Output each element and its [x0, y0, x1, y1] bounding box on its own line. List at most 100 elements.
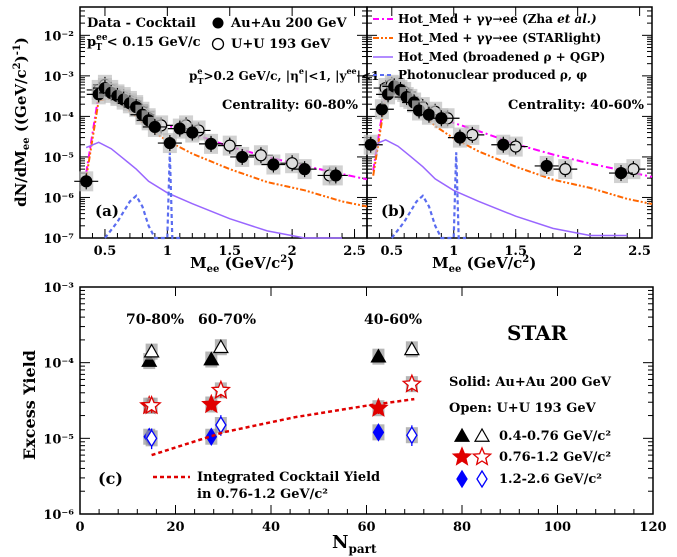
panel-a-x-tick-label: 1 [163, 244, 172, 259]
data-point-auau [186, 126, 199, 139]
panel-c-x-tick-label: 120 [639, 520, 666, 535]
legend-label-starlight: Hot_Med + γγ→ee (STARlight) [398, 31, 601, 46]
panel-a-header: Data - Cocktail [87, 16, 196, 31]
panel-a-centrality: Centrality: 60-80% [222, 98, 359, 113]
data-point-auau [453, 131, 467, 144]
panel-c-points [139, 339, 423, 457]
diamond-marker-filled [372, 423, 385, 442]
panel-a-pt-cut: pee T < 0.15 GeV/c [87, 33, 201, 53]
curve-photonuclear [104, 152, 180, 240]
panel-a-x-tick-label: 0.5 [94, 244, 117, 259]
data-point-auau [298, 163, 311, 176]
legend-marker-uu [211, 37, 225, 51]
panel-b-x-tick-label: 2.5 [628, 244, 651, 259]
panel-a-x-tick-label: 1.5 [218, 244, 241, 259]
star-marker-open [471, 446, 493, 466]
data-point-auau [329, 169, 342, 182]
panel-c-label: (c) [98, 469, 123, 488]
panel-a-label: (a) [95, 202, 119, 220]
data-point-auau [163, 136, 176, 150]
panel-b-label: (b) [381, 202, 406, 220]
panel-a-points [74, 74, 348, 192]
panel-b-points [358, 74, 646, 184]
curve-photonuclear [390, 152, 467, 240]
data-point-uu [559, 163, 572, 176]
panel-a-y-tick-label: 10⁻³ [43, 70, 74, 85]
panel-c-x-tick-label: 80 [453, 520, 471, 535]
data-point-uu [254, 149, 268, 162]
legend-label-mass-bin: 0.76-1.2 GeV/c² [499, 450, 611, 465]
panel-c-y-tick-label: 10⁻⁴ [43, 357, 74, 372]
triangle-marker-open [403, 341, 420, 356]
centrality-label-70-80: 70-80% [126, 312, 184, 328]
panel-c-ylabel: Excess Yield [20, 350, 39, 460]
star-marker-filled [451, 446, 473, 466]
star-marker-open [141, 394, 162, 415]
curve-hotmed [372, 138, 628, 237]
panel-a-y-tick-label: 10⁻⁷ [43, 232, 74, 247]
data-point-auau [236, 150, 249, 164]
legend-label-uu: U+U 193 GeV [231, 37, 331, 52]
panel-a-kin-cut: pe T>0.2 GeV/c, |ηe|<1, |yee|<1 [189, 66, 379, 86]
panel-c-x-tick-label: 100 [544, 520, 571, 535]
panel-b-x-tick-label: 1.5 [504, 244, 527, 259]
diamond-marker-filled [456, 469, 468, 489]
triangle-marker-filled [370, 348, 387, 363]
star-marker-open [401, 373, 423, 393]
cocktail-label-2: in 0.76-1.2 GeV/c² [197, 487, 328, 502]
triangle-marker-open [212, 339, 229, 354]
panel-a-x-tick-label: 2.5 [343, 244, 366, 259]
panel-b-x-tick-label: 0.5 [380, 244, 403, 259]
experiment-label: STAR [507, 321, 568, 345]
data-point-auau [540, 159, 553, 173]
data-point-uu [466, 128, 479, 141]
panel-c-y-tick-label: 10⁻⁵ [43, 432, 74, 447]
data-point-auau [204, 137, 218, 150]
legend-label-mass-bin: 1.2-2.6 GeV/c² [499, 472, 602, 487]
panel-c-x-tick-label: 20 [166, 520, 184, 535]
panel-b-x-tick-label: 2 [573, 244, 582, 259]
panel-b-xlabel: Mee (GeV/c2) [432, 254, 536, 275]
panel-a-xlabel: Mee (GeV/c2) [190, 254, 294, 275]
data-point-auau [497, 138, 510, 151]
data-point-uu [286, 157, 299, 170]
panel-c-x-tick-label: 40 [262, 520, 280, 535]
legend-label-zha: Hot_Med + γγ→ee (Zha et al.) [398, 12, 597, 27]
data-point-auau [267, 158, 280, 171]
diamond-marker-open [145, 429, 158, 448]
panel-b-x-tick-label: 1 [449, 244, 458, 259]
cocktail-yield-curve [151, 397, 415, 457]
panel-a-y-tick-label: 10⁻² [43, 29, 74, 44]
panel-c-x-tick-label: 0 [75, 520, 84, 535]
solid-note: Solid: Au+Au 200 GeV [449, 375, 612, 390]
data-point-uu [223, 139, 236, 152]
legend-label-photonuclear: Photonuclear produced ρ, φ [398, 68, 587, 82]
triangle-marker-open [473, 427, 491, 442]
panel-b-axes: 0.5 1 1.5 2 2.5 [366, 7, 653, 259]
cocktail-label-1: Integrated Cocktail Yield [197, 470, 380, 485]
data-point-auau [364, 138, 377, 151]
panel-c-xlabel: Npart [332, 532, 377, 556]
triangle-marker-open [143, 343, 160, 358]
triangle-marker-filled [453, 427, 471, 442]
panel-a-ylabel: dN/dMee ((GeV/c2)-1) [12, 37, 32, 207]
data-point-auau [375, 103, 388, 116]
legend-marker-auau [212, 17, 224, 29]
data-point-uu [509, 140, 522, 153]
centrality-label-60-70: 60-70% [198, 312, 256, 328]
centrality-label-40-60: 40-60% [364, 312, 422, 328]
curve-hotmed [85, 141, 342, 239]
data-point-auau [435, 112, 448, 125]
panel-a-x-tick-label: 2 [288, 244, 297, 259]
legend-label-mass-bin: 0.4-0.76 GeV/c² [499, 429, 611, 444]
legend-label-hotmed: Hot_Med (broadened ρ + QGP) [398, 50, 605, 65]
data-point-auau [80, 175, 93, 188]
star-marker-filled [201, 393, 222, 414]
open-note: Open: U+U 193 GeV [449, 401, 597, 416]
panel-c-x-tick-label: 60 [357, 520, 375, 535]
triangle-marker-filled [203, 351, 220, 366]
panel-a-axes: 0.5 1 1.5 2 2.5 10⁻⁷ 10⁻⁶ 10⁻⁵ 10⁻⁴ 10⁻³ 10⁻² [43, 7, 368, 259]
panel-a-y-tick-label: 10⁻⁶ [43, 191, 74, 206]
panel-c-y-tick-label: 10⁻⁶ [43, 508, 74, 523]
